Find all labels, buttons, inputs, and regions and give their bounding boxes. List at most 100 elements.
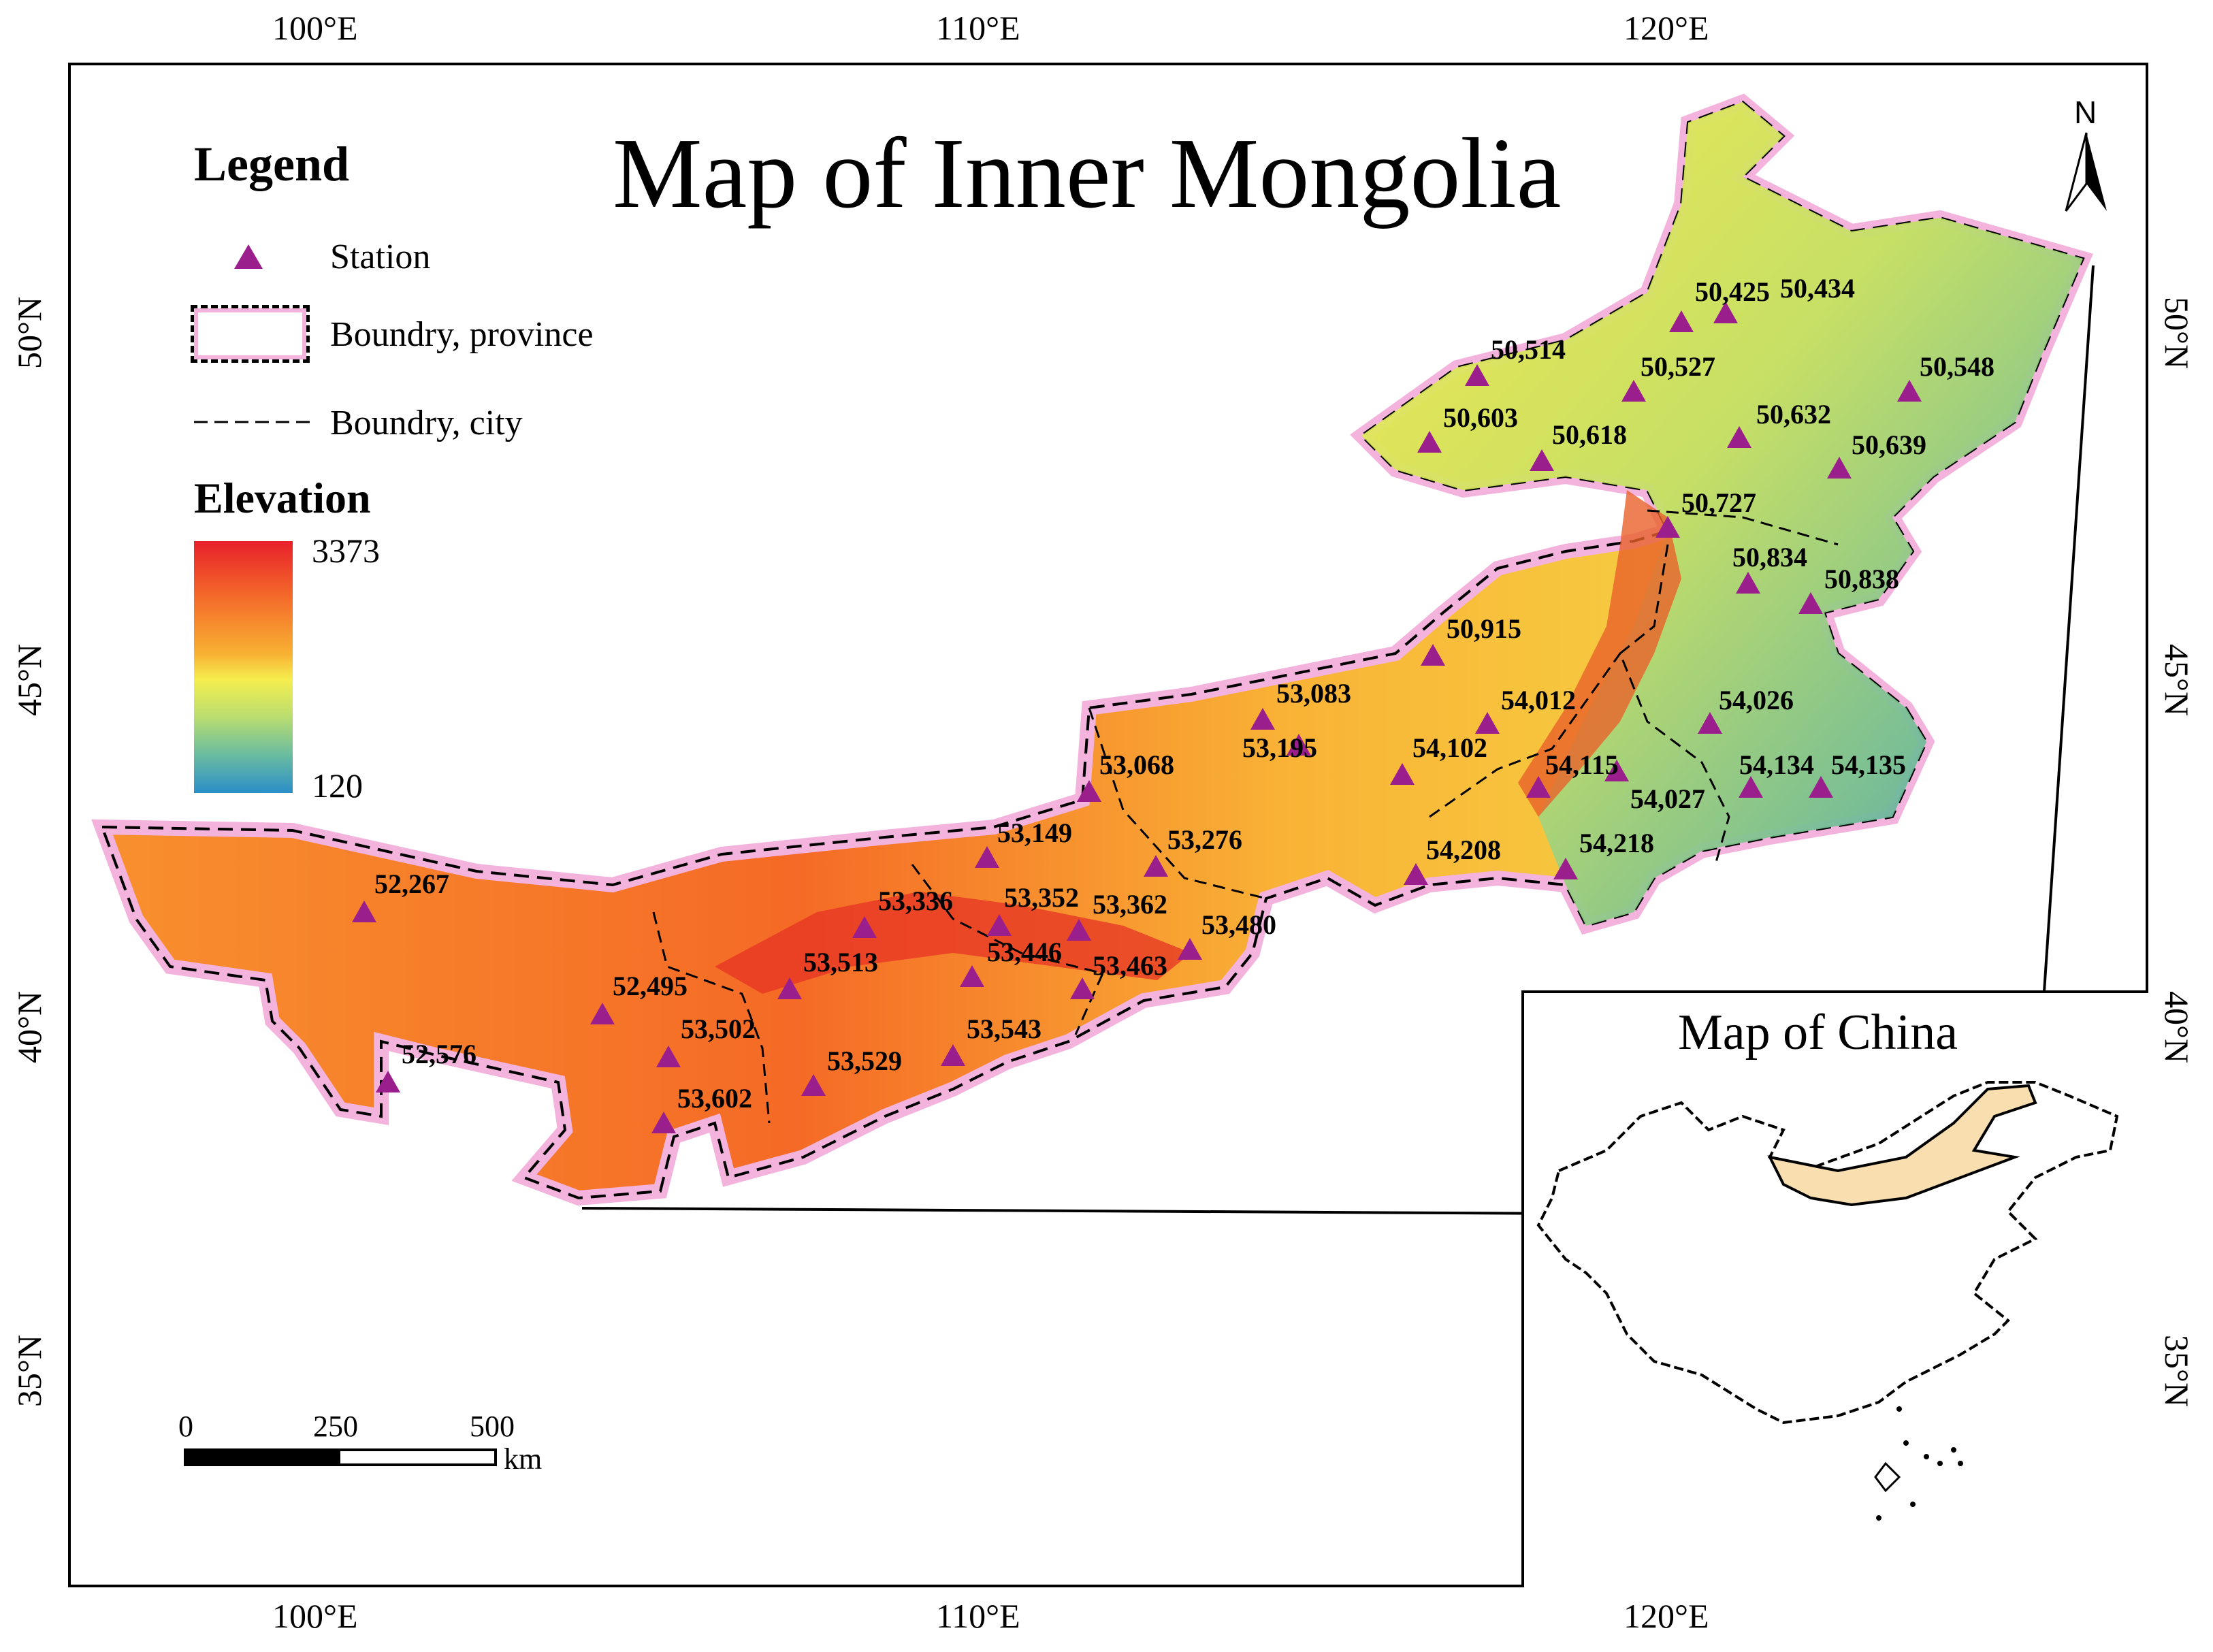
- left-tick-45: 45°N: [10, 643, 49, 717]
- station-label: 53,149: [997, 817, 1072, 848]
- station-marker: [1067, 919, 1091, 941]
- map-title: Map of Inner Mongolia: [613, 118, 1562, 229]
- station-label: 54,026: [1719, 685, 1794, 715]
- elevation-color-ramp: [194, 541, 293, 793]
- north-label: N: [2074, 95, 2097, 130]
- station-marker: [1553, 858, 1578, 879]
- mountain-ridge: [715, 892, 1191, 994]
- elevation-max: 3373: [312, 532, 380, 570]
- station-label: 53,602: [677, 1083, 752, 1114]
- station-triangle-icon: [234, 244, 263, 269]
- station-marker: [1530, 449, 1554, 471]
- elevation-title: Elevation: [194, 474, 371, 522]
- station-marker: [1798, 592, 1823, 614]
- station-label: 53,463: [1093, 950, 1167, 981]
- station-marker: [590, 1003, 615, 1024]
- station-marker: [651, 1112, 676, 1133]
- station-label: 50,514: [1491, 334, 1566, 365]
- station-layer: [352, 302, 1922, 1133]
- station-marker: [1621, 380, 1646, 402]
- station-label: 50,727: [1681, 487, 1756, 518]
- station-label: 54,134: [1739, 749, 1814, 780]
- map-frame: [68, 63, 2148, 1587]
- station-label: 53,502: [681, 1014, 756, 1044]
- station-label: 53,068: [1099, 749, 1174, 780]
- north-arrow-icon: [2065, 132, 2107, 212]
- top-tick-110: 110°E: [936, 9, 1020, 47]
- left-tick-50: 50°N: [10, 296, 49, 370]
- station-marker: [1604, 760, 1629, 781]
- right-tick-45: 45°N: [2158, 643, 2197, 717]
- station-label: 54,135: [1831, 749, 1906, 780]
- station-marker: [1827, 457, 1852, 479]
- station-marker: [852, 916, 877, 938]
- station-label: 54,027: [1630, 783, 1705, 814]
- right-tick-40: 40°N: [2158, 990, 2197, 1064]
- station-label: 50,434: [1780, 273, 1855, 304]
- station-label: 54,102: [1412, 732, 1487, 763]
- station-label: 53,529: [827, 1046, 902, 1076]
- station-label: 53,480: [1201, 909, 1276, 940]
- station-marker: [1897, 380, 1922, 402]
- station-marker: [1655, 516, 1680, 538]
- station-label: 50,639: [1852, 430, 1926, 460]
- inset-title: Map of China: [1678, 1005, 1958, 1060]
- station-label: 54,218: [1579, 828, 1654, 858]
- scale-label-500: 500: [470, 1410, 515, 1443]
- station-label: 53,195: [1242, 732, 1317, 763]
- station-label: 53,276: [1167, 824, 1242, 855]
- station-label: 53,543: [967, 1014, 1041, 1044]
- top-tick-100: 100°E: [272, 9, 358, 47]
- station-label: 50,603: [1443, 402, 1518, 433]
- station-marker: [1421, 644, 1445, 666]
- station-marker: [1404, 863, 1428, 885]
- inset-map-panel: [1521, 990, 2148, 1587]
- left-tick-35: 35°N: [10, 1334, 49, 1408]
- station-marker: [1727, 426, 1751, 448]
- station-marker: [1178, 938, 1202, 960]
- station-marker: [777, 977, 802, 999]
- station-marker: [376, 1071, 400, 1092]
- station-marker: [656, 1046, 681, 1067]
- scale-unit: km: [504, 1442, 543, 1476]
- right-tick-35: 35°N: [2158, 1334, 2197, 1408]
- station-marker: [1739, 776, 1763, 798]
- station-label: 54,208: [1426, 835, 1501, 865]
- city-boundary-icon: [194, 421, 313, 423]
- legend-title: Legend: [194, 137, 350, 191]
- station-label: 53,352: [1004, 882, 1079, 913]
- bottom-tick-110: 110°E: [936, 1597, 1020, 1635]
- station-label: 53,362: [1093, 889, 1167, 920]
- station-label: 50,548: [1920, 351, 1994, 382]
- station-marker: [975, 846, 999, 868]
- station-label: 52,495: [613, 971, 688, 1001]
- station-marker: [1250, 708, 1275, 730]
- station-marker: [1475, 712, 1500, 734]
- city-boundaries: [652, 509, 1839, 1124]
- bottom-tick-100: 100°E: [272, 1597, 358, 1635]
- elevation-min: 120: [312, 766, 363, 805]
- station-marker: [1070, 977, 1095, 999]
- station-marker: [1526, 776, 1551, 798]
- station-label: 50,632: [1756, 399, 1831, 430]
- station-marker: [352, 901, 376, 922]
- station-label: 50,915: [1447, 613, 1521, 644]
- station-label: 53,446: [987, 937, 1062, 967]
- station-label: 54,012: [1501, 685, 1576, 715]
- right-tick-50: 50°N: [2158, 296, 2197, 370]
- station-marker: [960, 965, 984, 987]
- station-marker: [1287, 734, 1311, 756]
- station-label: 53,513: [803, 947, 878, 977]
- station-marker: [1736, 572, 1760, 594]
- station-label: 50,834: [1732, 542, 1807, 572]
- station-marker: [1465, 364, 1489, 386]
- top-tick-120: 120°E: [1624, 9, 1709, 47]
- station-marker: [801, 1074, 826, 1096]
- province-east-terrain: [1361, 102, 2083, 926]
- legend-province-label: Boundry, province: [330, 315, 594, 354]
- station-marker: [1417, 431, 1442, 453]
- station-marker: [1144, 855, 1168, 877]
- scale-label-0: 0: [178, 1410, 193, 1443]
- station-label: 54,115: [1545, 749, 1619, 780]
